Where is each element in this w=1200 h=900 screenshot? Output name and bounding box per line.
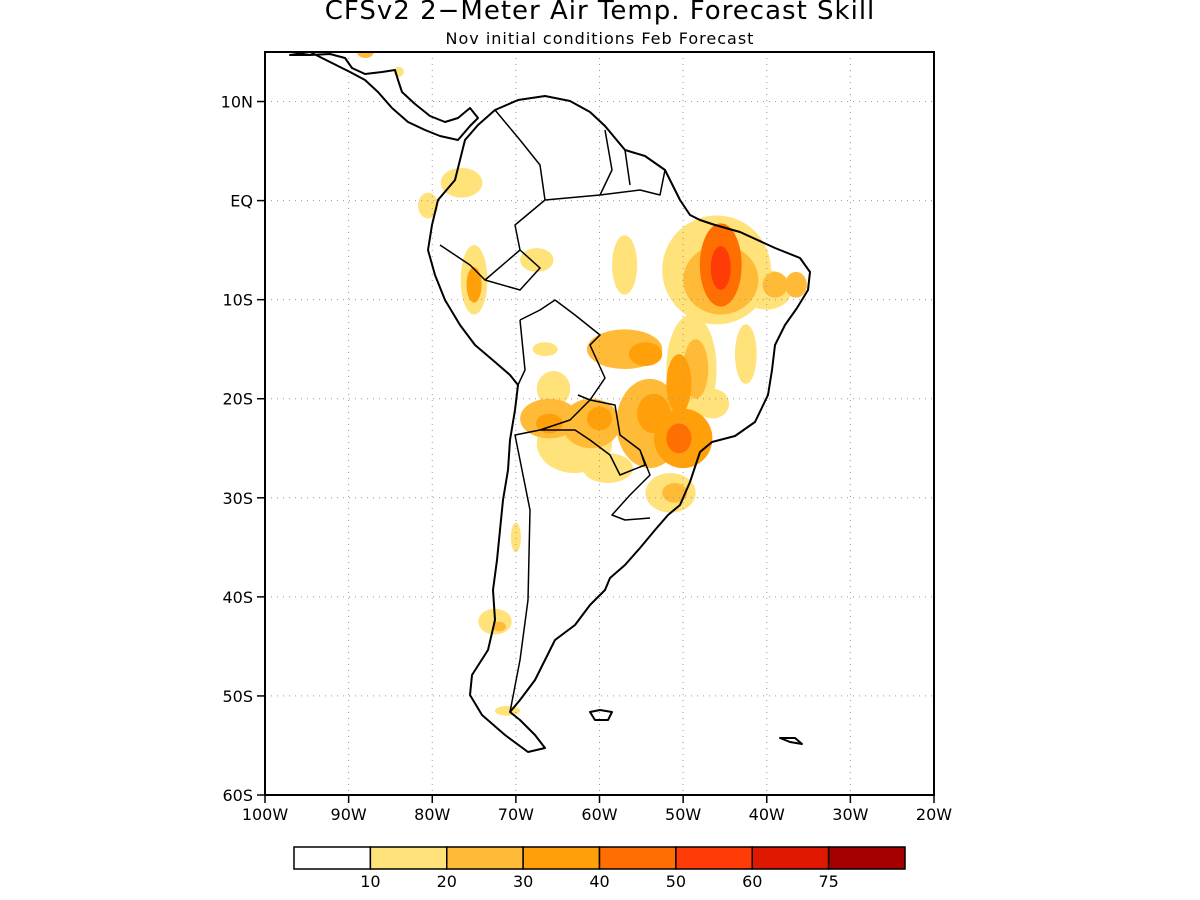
colorbar-label: 75 bbox=[818, 872, 838, 891]
lat-tick-label: 10N bbox=[221, 93, 253, 112]
coastlines-layer bbox=[289, 52, 811, 753]
skill-region bbox=[494, 705, 521, 716]
skill-region bbox=[536, 370, 571, 407]
colorbar-label: 10 bbox=[360, 872, 380, 891]
chart-subtitle: Nov initial conditions Feb Forecast bbox=[445, 29, 755, 48]
chart-title: CFSv2 2−Meter Air Temp. Forecast Skill bbox=[324, 0, 876, 26]
colorbar: 10 20 30 40 50 60 75 bbox=[293, 846, 906, 891]
country-borders bbox=[439, 109, 666, 713]
colorbar-label: 60 bbox=[742, 872, 762, 891]
colorbar-label: 50 bbox=[666, 872, 686, 891]
lon-tick-label: 80W bbox=[414, 805, 450, 824]
colorbar-swatch bbox=[369, 846, 448, 870]
skill-region bbox=[628, 342, 663, 367]
lat-tick-label: 20S bbox=[222, 390, 253, 409]
skill-region bbox=[582, 453, 633, 483]
colorbar-swatch bbox=[751, 846, 830, 870]
lon-tick-label: 30W bbox=[832, 805, 868, 824]
colorbar-label: 20 bbox=[437, 872, 457, 891]
skill-region bbox=[492, 621, 506, 632]
skill-region bbox=[532, 342, 558, 357]
skill-region bbox=[695, 388, 730, 419]
lat-tick-label: 60S bbox=[222, 786, 253, 805]
lat-tick-label: 30S bbox=[222, 489, 253, 508]
lon-tick-label: 60W bbox=[581, 805, 617, 824]
skill-region bbox=[466, 266, 482, 303]
skill-region bbox=[785, 271, 807, 298]
skill-region bbox=[666, 354, 692, 414]
falkland-islands bbox=[589, 709, 613, 721]
colorbar-label: 30 bbox=[513, 872, 533, 891]
skill-region bbox=[418, 192, 439, 219]
colorbar-label: 40 bbox=[589, 872, 609, 891]
skill-region bbox=[356, 52, 374, 58]
lon-tick-label: 20W bbox=[916, 805, 952, 824]
colorbar-swatch bbox=[598, 846, 677, 870]
lat-tick-label: EQ bbox=[230, 192, 253, 211]
south-georgia bbox=[779, 737, 803, 745]
colorbar-swatch bbox=[446, 846, 524, 870]
south-america-coastline bbox=[427, 95, 811, 753]
colorbar-swatch bbox=[675, 846, 753, 870]
skill-shading-layer bbox=[356, 52, 807, 716]
lon-tick-label: 70W bbox=[498, 805, 534, 824]
skill-region bbox=[662, 482, 688, 503]
lon-tick-label: 100W bbox=[242, 805, 289, 824]
skill-region bbox=[510, 522, 521, 553]
skill-region bbox=[612, 235, 638, 295]
skill-region bbox=[734, 324, 757, 384]
colorbar-swatch bbox=[827, 846, 906, 870]
lon-tick-label: 40W bbox=[749, 805, 785, 824]
central-america-coastline bbox=[289, 52, 479, 141]
lat-tick-label: 50S bbox=[222, 687, 253, 706]
skill-region bbox=[762, 271, 788, 298]
lat-tick-label: 10S bbox=[222, 291, 253, 310]
colorbar-swatch bbox=[522, 846, 601, 870]
lat-tick-label: 40S bbox=[222, 588, 253, 607]
skill-region bbox=[440, 167, 483, 198]
lon-tick-label: 50W bbox=[665, 805, 701, 824]
skill-region bbox=[710, 246, 731, 290]
skill-region bbox=[666, 423, 692, 454]
skill-region bbox=[520, 248, 554, 272]
colorbar-swatch bbox=[293, 846, 372, 870]
lon-tick-label: 90W bbox=[331, 805, 367, 824]
